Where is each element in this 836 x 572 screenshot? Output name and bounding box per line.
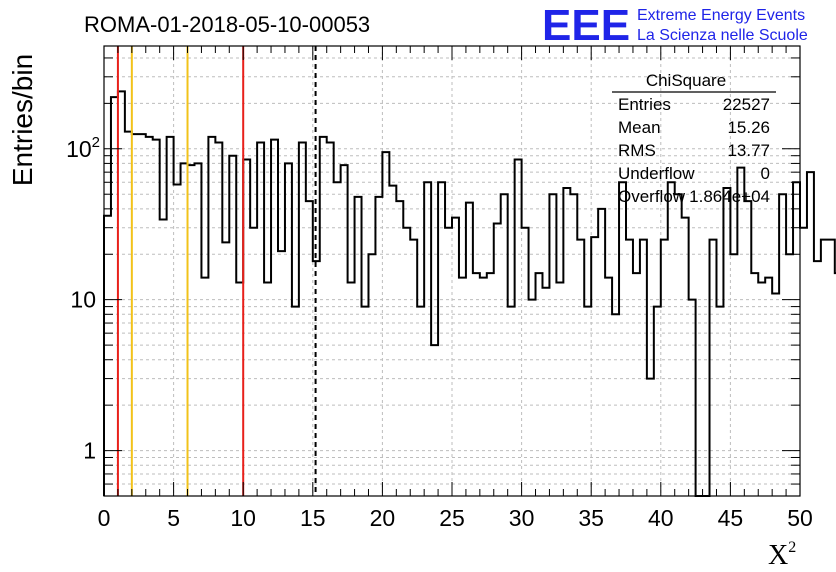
x-tick-label: 35 xyxy=(578,505,604,531)
stats-value: 13.77 xyxy=(727,141,770,160)
stats-value: 1.864e+04 xyxy=(689,187,770,206)
x-tick-label: 30 xyxy=(509,505,535,531)
y-tick-label: 10 xyxy=(70,287,96,313)
stats-label: Overflow xyxy=(618,187,686,206)
eee-logo-mark: EEE xyxy=(542,1,630,50)
stats-box: ChiSquare Entries 22527 Mean 15.26 RMS 13.77 U… xyxy=(612,71,776,206)
logo-line-1: Extreme Energy Events xyxy=(637,7,805,24)
x-tick-label: 0 xyxy=(98,505,111,531)
y-tick-label-base: 10 xyxy=(66,136,92,162)
stats-header: ChiSquare xyxy=(646,71,726,90)
x-tick-label: 45 xyxy=(718,505,744,531)
x-tick-label: 5 xyxy=(167,505,180,531)
x-tick-label: 10 xyxy=(230,505,256,531)
stats-label: Entries xyxy=(618,95,671,114)
stats-value: 22527 xyxy=(723,95,770,114)
x-tick-label: 50 xyxy=(787,505,813,531)
y-axis-label: Entries/bin xyxy=(7,54,38,186)
eee-logo: EEE Extreme Energy Events La Scienza nel… xyxy=(542,1,808,50)
stats-label: Mean xyxy=(618,118,661,137)
stats-label: Underflow xyxy=(618,164,695,183)
x-axis-label-superscript: 2 xyxy=(788,539,796,556)
y-tick-label: 102 xyxy=(66,134,100,162)
x-axis-label: X2 xyxy=(768,539,796,571)
x-axis-label-symbol: X xyxy=(768,540,788,571)
stats-value: 0 xyxy=(761,164,770,183)
y-tick-label-exponent: 2 xyxy=(92,134,100,151)
x-tick-label: 20 xyxy=(370,505,396,531)
chart-title: ROMA-01-2018-05-10-00053 xyxy=(84,12,370,37)
stats-value: 15.26 xyxy=(727,118,770,137)
cut-lines xyxy=(116,46,317,496)
stats-label: RMS xyxy=(618,141,656,160)
x-tick-label: 25 xyxy=(439,505,465,531)
x-tick-label: 15 xyxy=(300,505,326,531)
x-tick-label: 40 xyxy=(648,505,674,531)
logo-line-2: La Scienza nelle Scuole xyxy=(637,27,808,44)
y-tick-label: 1 xyxy=(83,438,96,464)
